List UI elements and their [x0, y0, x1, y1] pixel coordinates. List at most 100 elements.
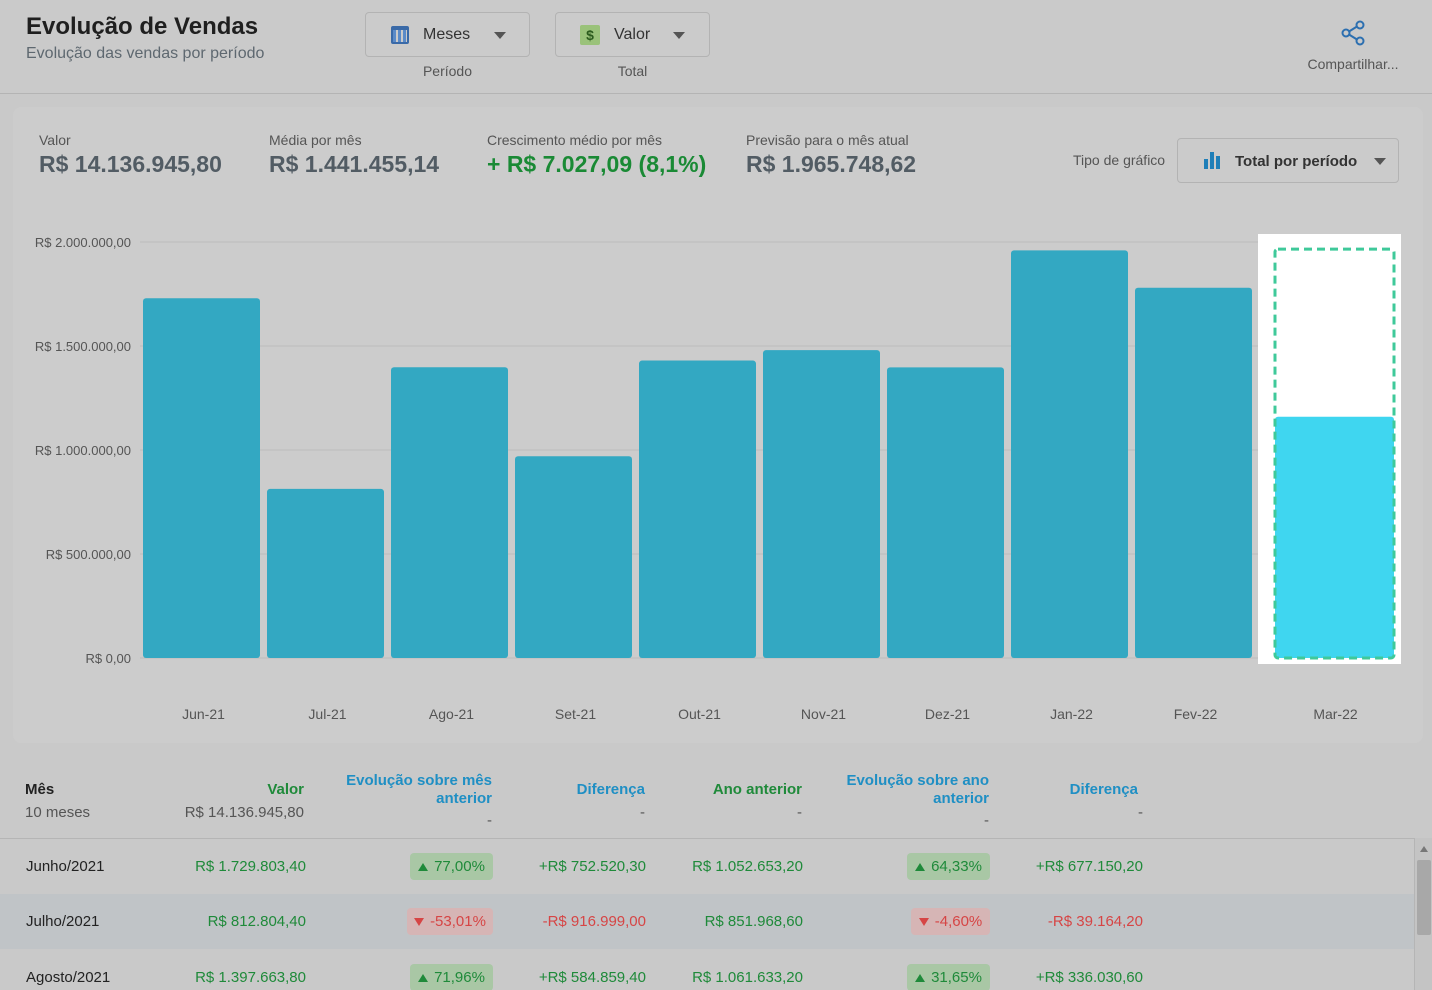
table-row[interactable]: Julho/2021 R$ 812.804,40 -53,01% -R$ 916…	[0, 894, 1414, 949]
evolution-badge: 64,33%	[907, 853, 990, 880]
evolution-value: -53,01%	[430, 913, 486, 930]
col-header-previous-year[interactable]: Ano anterior	[712, 781, 802, 798]
col-header-value[interactable]: Valor	[267, 781, 304, 798]
summary-evolution-prev-year: -	[984, 812, 989, 829]
period-dropdown[interactable]: Meses	[365, 12, 530, 57]
dollar-icon: $	[580, 24, 600, 45]
table-row[interactable]: Junho/2021 R$ 1.729.803,40 77,00% +R$ 75…	[0, 839, 1414, 894]
summary-difference-year: -	[1138, 804, 1143, 821]
kpi-average-growth: Crescimento médio por mês + R$ 7.027,09 …	[487, 132, 706, 178]
kpi-number: R$ 1.965.748,62	[746, 151, 917, 177]
y-tick-label: R$ 1.000.000,00	[35, 443, 131, 458]
chart-type-label: Tipo de gráfico	[1073, 152, 1166, 168]
x-tick-label: Mar-22	[1313, 706, 1358, 722]
bar[interactable]	[143, 298, 260, 658]
evolution-value: 31,65%	[931, 969, 982, 986]
y-tick-label: R$ 1.500.000,00	[35, 339, 131, 354]
kpi-forecast: Previsão para o mês atual R$ 1.965.748,6…	[746, 132, 916, 178]
row-difference: +R$ 752.520,30	[538, 858, 646, 875]
bar[interactable]	[887, 367, 1004, 658]
summary-previous-year: -	[797, 804, 802, 821]
sales-bar-chart: R$ 0,00 R$ 500.000,00 R$ 1.000.000,00 R$ 1.…	[35, 234, 1401, 722]
summary-difference: -	[640, 804, 645, 821]
sales-table: Mês 10 meses Valor R$ 14.136.945,80 Evol…	[0, 761, 1432, 990]
chart-type-dropdown[interactable]: Total por período	[1177, 138, 1399, 183]
chevron-down-icon	[1374, 158, 1386, 165]
bar[interactable]	[267, 488, 384, 658]
bar[interactable]	[391, 367, 508, 658]
x-tick-label: Jan-22	[1050, 706, 1093, 722]
col-header-month[interactable]: Mês	[25, 781, 55, 798]
row-previous-year: R$ 851.968,60	[704, 913, 803, 930]
summary-value: R$ 14.136.945,80	[184, 804, 304, 821]
kpi-label: Crescimento médio por mês	[487, 132, 663, 148]
kpi-number: R$ 1.441.455,14	[269, 151, 440, 177]
col-header-evolution-prev-year[interactable]: Evolução sobre ano anterior	[846, 772, 989, 807]
arrow-up-icon	[915, 973, 926, 982]
row-difference-year: +R$ 677.150,20	[1035, 858, 1143, 875]
kpi-label: Média por mês	[269, 132, 362, 148]
x-tick-label: Out-21	[678, 706, 721, 722]
row-month: Agosto/2021	[26, 969, 111, 986]
evolution-badge: 31,65%	[907, 964, 990, 990]
kpi-monthly-average: Média por mês R$ 1.441.455,14	[269, 132, 439, 178]
summary-month: 10 meses	[25, 804, 91, 821]
y-tick-label: R$ 500.000,00	[46, 547, 131, 562]
header-divider	[0, 838, 1432, 839]
chevron-down-icon	[673, 32, 685, 39]
summary-evolution-prev-month: -	[487, 812, 492, 829]
x-tick-label: Ago-21	[429, 706, 474, 722]
arrow-up-icon	[915, 862, 926, 871]
metric-caption: Total	[617, 63, 648, 79]
kpi-value: Valor R$ 14.136.945,80	[39, 132, 222, 178]
x-tick-label: Jul-21	[308, 706, 346, 722]
row-value: R$ 1.729.803,40	[195, 858, 306, 875]
x-tick-label: Nov-21	[801, 706, 846, 722]
page-subtitle: Evolução das vendas por período	[26, 45, 265, 62]
col-header-difference[interactable]: Diferença	[576, 781, 645, 798]
scroll-up-icon[interactable]	[1420, 846, 1428, 852]
y-tick-label: R$ 0,00	[85, 651, 131, 666]
kpi-label: Valor	[39, 132, 71, 148]
x-tick-label: Dez-21	[925, 706, 970, 722]
row-difference-year: +R$ 336.030,60	[1035, 969, 1143, 986]
x-tick-label: Jun-21	[182, 706, 225, 722]
row-difference: +R$ 584.859,40	[538, 969, 646, 986]
col-header-difference-year[interactable]: Diferença	[1069, 781, 1138, 798]
evolution-value: -4,60%	[934, 913, 983, 930]
metric-dropdown-value: Valor	[614, 25, 651, 43]
evolution-value: 77,00%	[434, 858, 485, 875]
evolution-badge: 77,00%	[410, 853, 493, 880]
bar[interactable]	[639, 360, 756, 658]
row-previous-year: R$ 1.061.633,20	[692, 969, 803, 986]
row-previous-year: R$ 1.052.653,20	[692, 858, 803, 875]
row-value: R$ 1.397.663,80	[195, 969, 306, 986]
share-icon	[1341, 20, 1365, 46]
row-difference: -R$ 916.999,00	[542, 913, 646, 930]
arrow-down-icon	[414, 917, 425, 926]
table-row[interactable]: Agosto/2021 R$ 1.397.663,80 71,96% +R$ 5…	[0, 950, 1414, 990]
metric-dropdown[interactable]: $ Valor	[555, 12, 710, 57]
table-scrollbar[interactable]	[1414, 838, 1432, 990]
evolution-badge: -53,01%	[407, 908, 493, 935]
bar-chart-icon	[1204, 152, 1222, 169]
arrow-up-icon	[418, 862, 429, 871]
evolution-badge: -4,60%	[911, 908, 990, 935]
evolution-value: 71,96%	[434, 969, 485, 986]
bar[interactable]	[1135, 287, 1252, 658]
period-dropdown-value: Meses	[423, 25, 471, 43]
bar[interactable]	[763, 350, 880, 658]
page-title: Evolução de Vendas	[26, 13, 259, 40]
bar[interactable]	[515, 456, 632, 658]
col-header-evolution-prev-month[interactable]: Evolução sobre mês anterior	[346, 772, 492, 807]
calendar-icon	[391, 25, 409, 44]
scrollbar-thumb[interactable]	[1417, 860, 1431, 935]
kpi-number: + R$ 7.027,09 (8,1%)	[487, 151, 707, 177]
evolution-badge: 71,96%	[410, 964, 493, 990]
evolution-value: 64,33%	[931, 858, 982, 875]
forecast-outline	[1273, 247, 1396, 660]
bar[interactable]	[1011, 250, 1128, 658]
arrow-up-icon	[418, 973, 429, 982]
share-button[interactable]: Compartilhar...	[1300, 18, 1406, 78]
bar-current-month[interactable]	[1275, 416, 1394, 658]
